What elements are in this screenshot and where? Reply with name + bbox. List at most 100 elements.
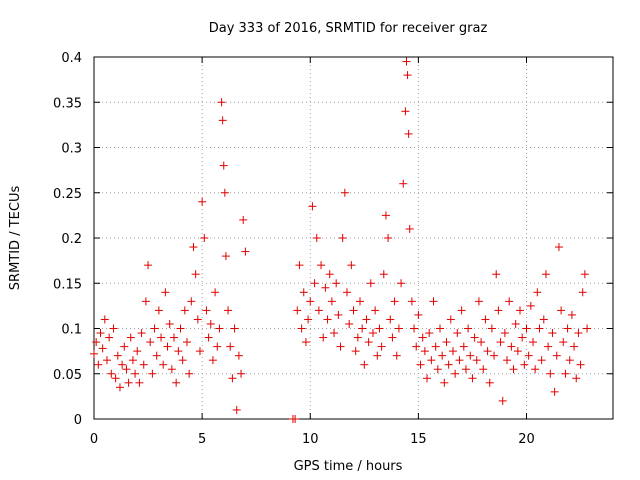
data-point [404, 129, 413, 138]
y-tick-label: 0.35 [53, 96, 82, 111]
data-point [343, 288, 352, 297]
data-point [237, 369, 246, 378]
data-point [126, 333, 135, 342]
data-point [541, 270, 550, 279]
data-point [470, 333, 479, 342]
grid-lines [94, 57, 613, 419]
data-point [414, 310, 423, 319]
data-point [552, 351, 561, 360]
data-point [90, 349, 98, 358]
data-point [345, 319, 354, 328]
data-point [574, 329, 583, 338]
data-point [319, 333, 328, 342]
data-point [570, 342, 579, 351]
data-point [295, 261, 304, 270]
data-point [185, 369, 194, 378]
data-point [580, 270, 589, 279]
data-point [163, 342, 172, 351]
x-tick-label: 20 [518, 432, 535, 447]
data-point [559, 338, 568, 347]
data-point [299, 288, 308, 297]
y-tick-label: 0.25 [53, 187, 82, 202]
data-point [453, 329, 462, 338]
data-point [358, 324, 367, 333]
data-point [146, 338, 155, 347]
data-point [524, 351, 533, 360]
data-point [98, 344, 107, 353]
data-point [583, 324, 592, 333]
data-point [327, 297, 336, 306]
data-point [159, 360, 168, 369]
data-point [182, 338, 191, 347]
data-point [165, 319, 174, 328]
data-point [161, 288, 170, 297]
data-point [522, 324, 531, 333]
data-point [176, 324, 185, 333]
x-tick-label: 10 [302, 432, 319, 447]
data-point [96, 329, 105, 338]
data-point [436, 324, 444, 333]
data-point [561, 369, 570, 378]
data-point [230, 324, 239, 333]
data-point [193, 315, 202, 324]
data-point [509, 365, 518, 374]
data-point [483, 347, 492, 356]
data-point [107, 369, 116, 378]
data-point [314, 306, 323, 315]
y-tick-label: 0.4 [61, 51, 82, 66]
data-point [442, 338, 451, 347]
data-point [141, 297, 150, 306]
data-point [217, 98, 226, 107]
data-point [174, 347, 183, 356]
data-point [226, 342, 235, 351]
data-point [198, 197, 207, 206]
data-point [349, 306, 358, 315]
data-point [325, 270, 334, 279]
data-point [379, 270, 388, 279]
data-point [131, 369, 140, 378]
data-point [100, 315, 109, 324]
data-point [420, 347, 429, 356]
data-point [111, 374, 120, 383]
data-point [427, 356, 436, 365]
data-point [323, 315, 332, 324]
data-point [371, 306, 380, 315]
data-point [239, 215, 248, 224]
data-point [565, 356, 574, 365]
data-point [109, 324, 118, 333]
data-point [150, 324, 159, 333]
data-point [546, 369, 555, 378]
data-point [148, 369, 157, 378]
data-point [92, 338, 101, 347]
data-point [362, 315, 371, 324]
data-point [384, 234, 393, 242]
data-point [539, 315, 548, 324]
data-point [137, 329, 146, 338]
data-point [567, 310, 576, 319]
x-tick-label: 5 [198, 432, 206, 447]
data-point [353, 333, 362, 342]
y-tick-label: 0.05 [53, 368, 82, 383]
data-point [474, 297, 483, 306]
data-point [157, 333, 166, 342]
data-point [446, 315, 455, 324]
data-point [189, 243, 198, 252]
data-point [548, 329, 557, 338]
data-point [403, 71, 412, 80]
data-point [94, 360, 103, 369]
data-point [394, 324, 403, 333]
data-point [360, 360, 369, 369]
data-point [206, 319, 215, 328]
data-point [330, 329, 339, 338]
data-point [576, 360, 585, 369]
data-point [472, 356, 481, 365]
data-point [503, 356, 512, 365]
data-point [505, 297, 514, 306]
plot-frame [93, 56, 614, 420]
data-point [113, 351, 122, 360]
data-point [221, 252, 230, 261]
data-point [195, 347, 204, 356]
data-point [332, 279, 341, 288]
data-point [487, 324, 496, 333]
